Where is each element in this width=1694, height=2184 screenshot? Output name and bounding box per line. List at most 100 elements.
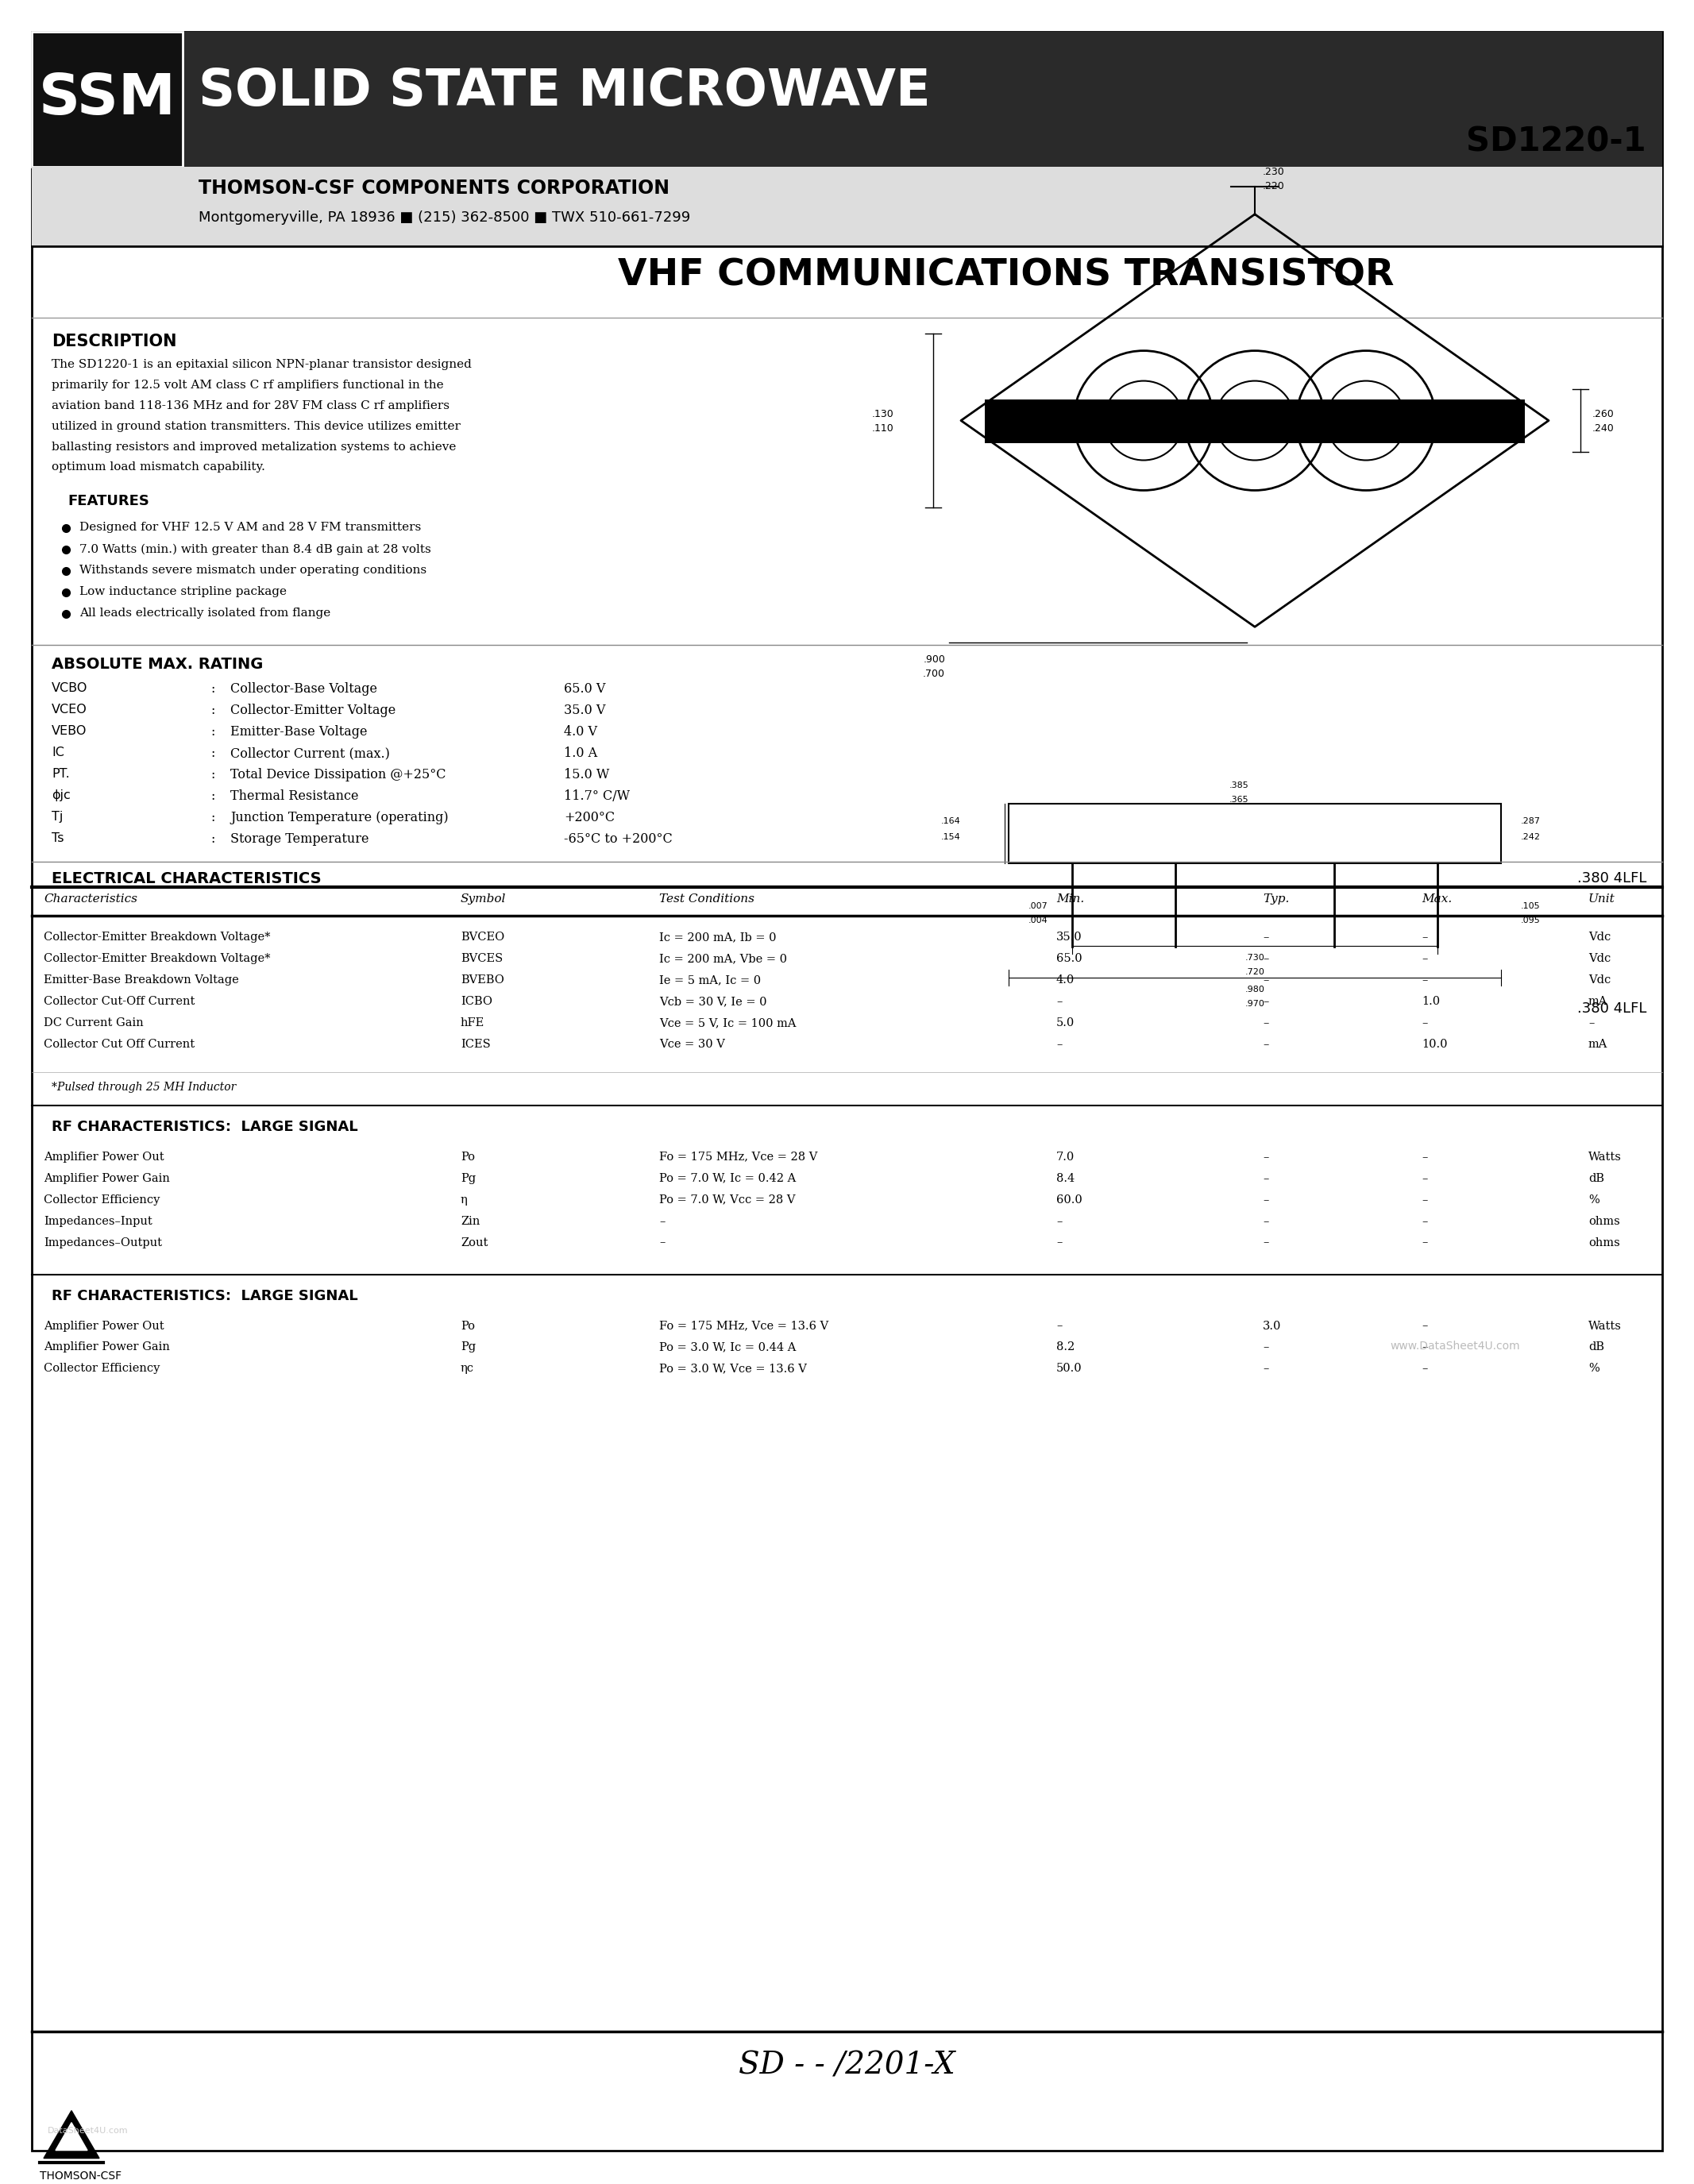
Text: utilized in ground station transmitters. This device utilizes emitter: utilized in ground station transmitters.… [51,422,461,432]
Text: Collector Efficiency: Collector Efficiency [44,1363,159,1374]
Text: –: – [1262,1018,1269,1029]
Text: Typ.: Typ. [1262,893,1289,904]
Text: Fo = 175 MHz, Vce = 13.6 V: Fo = 175 MHz, Vce = 13.6 V [659,1321,828,1332]
Text: Fo = 175 MHz, Vce = 28 V: Fo = 175 MHz, Vce = 28 V [659,1151,818,1162]
Text: Low inductance stripline package: Low inductance stripline package [80,585,286,598]
Text: 35.0 V: 35.0 V [564,703,605,716]
Text: –: – [1421,1151,1428,1162]
Text: 50.0: 50.0 [1057,1363,1082,1374]
Text: The SD1220-1 is an epitaxial silicon NPN-planar transistor designed: The SD1220-1 is an epitaxial silicon NPN… [51,358,471,369]
Text: 10.0: 10.0 [1421,1040,1447,1051]
Bar [32,33,1662,166]
Text: –: – [1262,1173,1269,1184]
Text: .380 4LFL: .380 4LFL [1577,1002,1647,1016]
Text: –: – [1262,1151,1269,1162]
Text: –: – [1262,1341,1269,1352]
Text: mA: mA [1589,996,1608,1007]
Text: 1.0 A: 1.0 A [564,747,598,760]
Text: DataSheet4U.com: DataSheet4U.com [47,2127,129,2134]
Text: Junction Temperature (operating): Junction Temperature (operating) [230,810,449,823]
Text: :: : [210,832,215,845]
Text: .230: .230 [1262,166,1284,177]
Text: –: – [1421,1216,1428,1227]
Text: Vdc: Vdc [1589,952,1611,963]
Text: RF CHARACTERISTICS:  LARGE SIGNAL: RF CHARACTERISTICS: LARGE SIGNAL [51,1289,357,1304]
Text: VCEO: VCEO [51,703,86,716]
Text: optimum load mismatch capability.: optimum load mismatch capability. [51,461,266,474]
Text: Emitter-Base Breakdown Voltage: Emitter-Base Breakdown Voltage [44,974,239,985]
Text: :: : [210,681,215,697]
Text: Storage Temperature: Storage Temperature [230,832,369,845]
Text: Collector Current (max.): Collector Current (max.) [230,747,390,760]
Text: ϕjc: ϕjc [51,788,71,802]
Text: –: – [659,1216,666,1227]
Text: –: – [1057,1216,1062,1227]
Text: Amplifier Power Out: Amplifier Power Out [44,1321,164,1332]
Text: Po: Po [461,1321,474,1332]
Text: Ie = 5 mA, Ic = 0: Ie = 5 mA, Ic = 0 [659,974,761,985]
Text: Pg: Pg [461,1341,476,1352]
Text: ηc: ηc [461,1363,474,1374]
Text: Collector Cut Off Current: Collector Cut Off Current [44,1040,195,1051]
Text: .700: .700 [923,668,945,679]
Text: .970: .970 [1245,1000,1265,1007]
Text: Watts: Watts [1589,1321,1621,1332]
Text: –: – [1057,996,1062,1007]
Text: :: : [210,788,215,804]
Text: η: η [461,1195,468,1206]
Text: .380 4LFL: .380 4LFL [1577,871,1647,885]
Text: *Pulsed through 25 MH Inductor: *Pulsed through 25 MH Inductor [51,1081,235,1092]
Bar [1008,804,1501,863]
Text: Watts: Watts [1589,1151,1621,1162]
Text: aviation band 118-136 MHz and for 28V FM class C rf amplifiers: aviation band 118-136 MHz and for 28V FM… [51,400,449,411]
Text: .007: .007 [1028,902,1049,911]
Text: Thermal Resistance: Thermal Resistance [230,788,359,804]
Text: +200°C: +200°C [564,810,615,823]
Text: .260: .260 [1592,408,1614,419]
Text: –: – [1421,933,1428,943]
Text: All leads electrically isolated from flange: All leads electrically isolated from fla… [80,607,330,618]
Text: Collector-Emitter Breakdown Voltage*: Collector-Emitter Breakdown Voltage* [44,933,271,943]
Text: .385: .385 [1230,782,1248,788]
Text: .242: .242 [1521,832,1542,841]
Text: 35.0: 35.0 [1057,933,1082,943]
Text: –: – [659,1236,666,1247]
Text: 11.7° C/W: 11.7° C/W [564,788,630,804]
Text: Emitter-Base Voltage: Emitter-Base Voltage [230,725,368,738]
Text: Impedances–Input: Impedances–Input [44,1216,152,1227]
Text: SSM: SSM [39,72,176,127]
Text: –: – [1262,1040,1269,1051]
Text: Vdc: Vdc [1589,974,1611,985]
Text: 4.0: 4.0 [1057,974,1074,985]
Text: Withstands severe mismatch under operating conditions: Withstands severe mismatch under operati… [80,566,427,577]
Text: 4.0 V: 4.0 V [564,725,598,738]
Text: :: : [210,747,215,760]
Text: VCBO: VCBO [51,681,88,695]
Text: %: % [1589,1195,1599,1206]
Text: –: – [1421,1173,1428,1184]
Text: .154: .154 [942,832,960,841]
Text: ohms: ohms [1589,1216,1619,1227]
Bar [984,400,1525,443]
Text: .365: .365 [1230,795,1248,804]
Bar [32,33,183,166]
Text: Symbol: Symbol [461,893,507,904]
Text: Unit: Unit [1589,893,1614,904]
Text: Ic = 200 mA, Ib = 0: Ic = 200 mA, Ib = 0 [659,933,776,943]
Text: 65.0 V: 65.0 V [564,681,605,697]
Text: -65°C to +200°C: -65°C to +200°C [564,832,673,845]
Text: primarily for 12.5 volt AM class C rf amplifiers functional in the: primarily for 12.5 volt AM class C rf am… [51,380,444,391]
Text: ELECTRICAL CHARACTERISTICS: ELECTRICAL CHARACTERISTICS [51,871,322,887]
Text: Zout: Zout [461,1236,488,1247]
Text: 8.4: 8.4 [1057,1173,1074,1184]
Polygon shape [44,2110,100,2158]
Text: Collector Efficiency: Collector Efficiency [44,1195,159,1206]
Text: DC Current Gain: DC Current Gain [44,1018,144,1029]
Text: SD - - /2201-X: SD - - /2201-X [739,2051,955,2081]
Text: ICBO: ICBO [461,996,493,1007]
Text: .720: .720 [1245,968,1265,976]
Text: Amplifier Power Gain: Amplifier Power Gain [44,1173,169,1184]
Text: .105: .105 [1521,902,1540,911]
Text: Ts: Ts [51,832,64,845]
Text: 1.0: 1.0 [1421,996,1440,1007]
